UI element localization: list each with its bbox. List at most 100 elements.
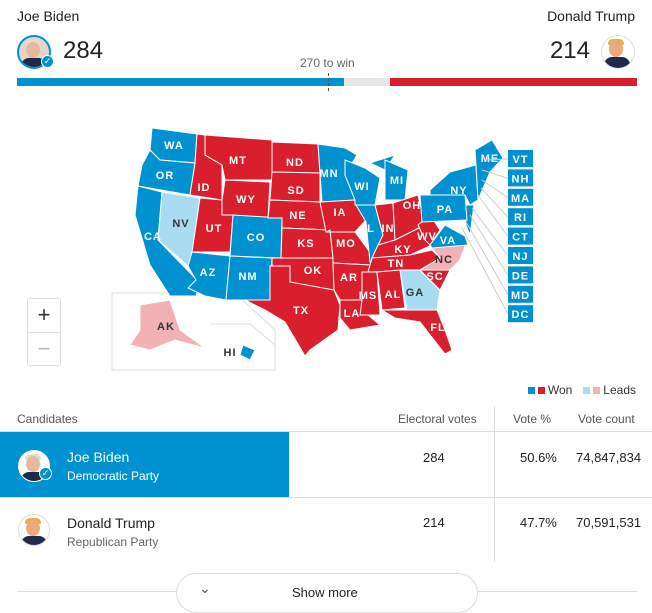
vote-count: 74,847,834	[576, 450, 642, 465]
trump-name: Donald Trump	[547, 8, 635, 24]
state-label-ne: NE	[289, 210, 306, 222]
state-label-wy: WY	[236, 194, 256, 206]
state-label-tn: TN	[388, 258, 405, 270]
zoom-out-button[interactable]: −	[28, 332, 60, 365]
state-mi[interactable]	[384, 159, 409, 201]
state-label-ga: GA	[406, 287, 425, 299]
state-label-wi: WI	[354, 181, 369, 193]
col-vote-pct: Vote %	[513, 412, 552, 426]
candidate-name: Donald Trump	[67, 515, 155, 531]
state-label-ky: KY	[394, 244, 411, 256]
threshold-label: 270 to win	[300, 56, 355, 70]
state-box-md[interactable]	[508, 285, 533, 303]
map-legend: Won Leads	[527, 383, 636, 397]
state-label-ks: KS	[297, 238, 314, 250]
us-electoral-map[interactable]: WA OR CA NV ID MT WY UT CO AZ NM ND SD NE KS OK TX MN IA MO…	[0, 0, 652, 380]
state-label-tx: TX	[293, 305, 309, 317]
state-label-nh: NH	[512, 173, 530, 185]
state-al[interactable]	[376, 269, 406, 311]
divider	[0, 431, 652, 432]
zoom-in-button[interactable]: +	[37, 302, 51, 327]
state-label-ms: MS	[359, 290, 378, 302]
state-label-sd: SD	[287, 185, 304, 197]
biden-electoral-count: 284	[63, 37, 104, 64]
state-label-or: OR	[156, 170, 175, 182]
state-label-vt: VT	[512, 154, 528, 166]
electoral-votes: 214	[423, 515, 445, 530]
divider	[0, 497, 652, 498]
leader-line	[461, 227, 509, 315]
trump-progress-fill	[390, 78, 637, 86]
state-box-nh[interactable]	[508, 169, 533, 187]
threshold-marker	[328, 73, 330, 91]
state-label-ny: NY	[450, 185, 467, 197]
show-more-button[interactable]: ⌄ Show more	[176, 573, 478, 613]
electoral-votes: 284	[423, 450, 445, 465]
state-box-ct[interactable]	[508, 227, 533, 245]
state-label-fl: FL	[430, 322, 445, 334]
state-box-vt[interactable]	[508, 150, 533, 167]
state-label-nd: ND	[286, 157, 304, 169]
state-label-ia: IA	[334, 207, 347, 219]
state-label-va: VA	[440, 235, 456, 247]
state-label-nc: NC	[435, 254, 453, 266]
state-label-ma: MA	[511, 193, 530, 205]
state-box-ri[interactable]	[508, 208, 533, 226]
candidate-party: Democratic Party	[67, 469, 160, 483]
state-ia[interactable]	[319, 199, 367, 233]
state-tx[interactable]	[244, 265, 341, 357]
leader-line	[477, 194, 509, 237]
state-box-dc[interactable]	[508, 305, 533, 323]
winner-check-icon: ✓	[41, 55, 54, 68]
state-label-hi: HI	[224, 347, 237, 359]
state-label-nv: NV	[172, 218, 189, 230]
state-va[interactable]	[429, 224, 469, 249]
state-label-mn: MN	[319, 168, 338, 180]
leader-line	[471, 207, 509, 257]
leader-line	[469, 214, 509, 276]
state-ny[interactable]	[429, 164, 479, 206]
trump-avatar	[601, 35, 635, 69]
state-ak[interactable]	[129, 299, 206, 351]
state-box-nj[interactable]	[508, 247, 533, 264]
state-label-al: AL	[385, 289, 402, 301]
state-label-me: ME	[481, 153, 500, 165]
state-me[interactable]	[474, 139, 504, 201]
table-row[interactable]: Donald Trump Republican Party 214 47.7% …	[0, 498, 652, 563]
state-label-ak: AK	[157, 321, 175, 333]
state-label-wv: WV	[417, 231, 437, 243]
state-box-de[interactable]	[508, 266, 533, 284]
state-label-pa: PA	[437, 204, 453, 216]
state-label-ct: CT	[512, 232, 529, 244]
chevron-down-icon: ⌄	[199, 580, 211, 596]
state-hi[interactable]	[239, 344, 256, 361]
biden-name: Joe Biden	[17, 8, 80, 24]
state-fl[interactable]	[380, 309, 453, 355]
leader-line	[480, 187, 509, 218]
state-label-in: IN	[382, 223, 395, 235]
leader-line	[481, 169, 509, 179]
state-label-id: ID	[198, 182, 211, 194]
winner-check-icon: ✓	[39, 467, 52, 480]
leader-line	[481, 179, 509, 199]
state-ms[interactable]	[359, 271, 381, 316]
leader-line	[465, 221, 509, 296]
state-label-ri: RI	[514, 212, 527, 224]
trump-electoral-count: 214	[549, 37, 590, 64]
state-label-nj: NJ	[512, 251, 528, 263]
state-label-oh: OH	[403, 200, 422, 212]
state-box-ma[interactable]	[508, 188, 533, 206]
table-row[interactable]: ✓ Joe Biden Democratic Party 284 50.6% 7…	[0, 432, 652, 497]
state-label-ok: OK	[304, 265, 323, 277]
legend-won: Won	[547, 383, 573, 397]
state-label-mo: MO	[336, 238, 356, 250]
candidate-name: Joe Biden	[67, 449, 130, 465]
map-zoom-controls: + −	[27, 298, 61, 366]
biden-progress-fill	[17, 78, 345, 86]
state-label-ca: CA	[144, 231, 162, 243]
state-label-wa: WA	[164, 140, 184, 152]
col-electoral-votes: Electoral votes	[398, 412, 477, 426]
show-more-label: Show more	[292, 585, 358, 600]
state-label-dc: DC	[512, 309, 530, 321]
state-label-il: IL	[363, 223, 375, 235]
